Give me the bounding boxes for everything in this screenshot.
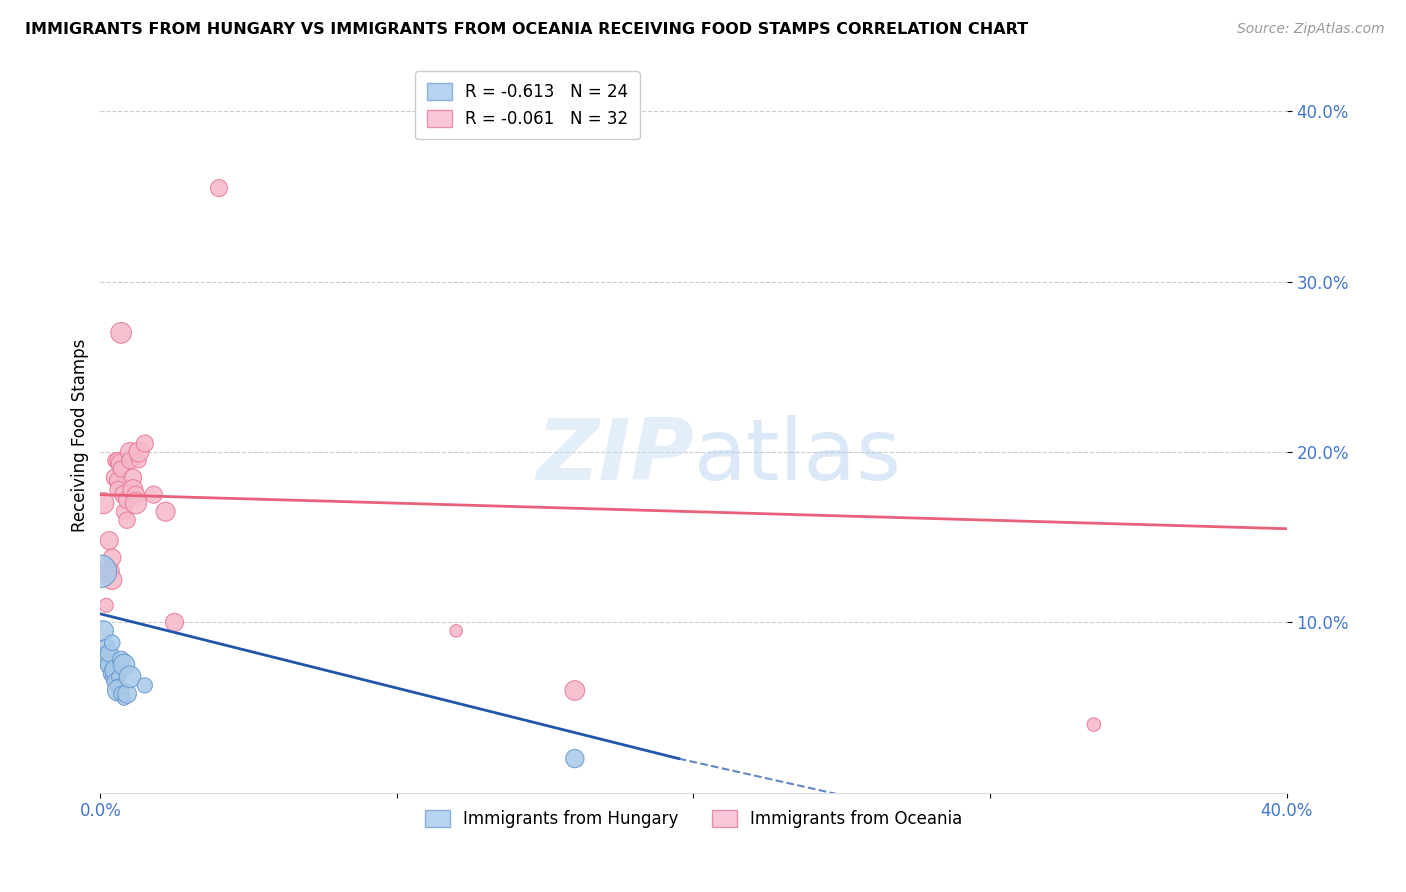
Point xyxy=(107,683,129,698)
Point xyxy=(104,663,127,677)
Point xyxy=(118,445,141,459)
Point xyxy=(107,483,129,497)
Point xyxy=(118,670,141,684)
Point xyxy=(101,661,124,675)
Point xyxy=(142,488,165,502)
Point xyxy=(110,462,132,476)
Point xyxy=(104,675,127,690)
Point xyxy=(564,683,586,698)
Point xyxy=(104,470,127,484)
Point xyxy=(134,436,156,450)
Text: Source: ZipAtlas.com: Source: ZipAtlas.com xyxy=(1237,22,1385,37)
Point xyxy=(107,680,129,694)
Point xyxy=(101,550,124,565)
Point xyxy=(564,751,586,765)
Point xyxy=(101,636,124,650)
Point xyxy=(118,453,141,467)
Point xyxy=(96,599,118,613)
Y-axis label: Receiving Food Stamps: Receiving Food Stamps xyxy=(72,338,89,532)
Point xyxy=(104,453,127,467)
Point xyxy=(128,445,150,459)
Point xyxy=(112,488,135,502)
Text: atlas: atlas xyxy=(693,415,901,498)
Point xyxy=(98,564,121,578)
Point xyxy=(91,624,114,638)
Point xyxy=(98,646,121,660)
Point xyxy=(115,492,138,507)
Point xyxy=(107,670,129,684)
Point xyxy=(89,564,111,578)
Point xyxy=(112,657,135,672)
Point xyxy=(101,666,124,681)
Point xyxy=(115,687,138,701)
Point xyxy=(98,653,121,667)
Point xyxy=(101,573,124,587)
Text: IMMIGRANTS FROM HUNGARY VS IMMIGRANTS FROM OCEANIA RECEIVING FOOD STAMPS CORRELA: IMMIGRANTS FROM HUNGARY VS IMMIGRANTS FR… xyxy=(25,22,1028,37)
Legend: Immigrants from Hungary, Immigrants from Oceania: Immigrants from Hungary, Immigrants from… xyxy=(418,803,969,834)
Point xyxy=(110,326,132,340)
Point xyxy=(107,453,129,467)
Point xyxy=(98,657,121,672)
Point xyxy=(110,457,132,471)
Point xyxy=(112,505,135,519)
Point xyxy=(125,496,148,510)
Text: ZIP: ZIP xyxy=(536,415,693,498)
Point xyxy=(122,470,145,484)
Point xyxy=(1083,717,1105,731)
Point xyxy=(96,640,118,655)
Point xyxy=(98,533,121,548)
Point xyxy=(125,488,148,502)
Point xyxy=(155,505,177,519)
Point xyxy=(134,678,156,692)
Point xyxy=(444,624,467,638)
Point xyxy=(104,670,127,684)
Point xyxy=(110,653,132,667)
Point xyxy=(112,692,135,706)
Point xyxy=(115,513,138,527)
Point xyxy=(107,474,129,488)
Point xyxy=(128,453,150,467)
Point xyxy=(91,496,114,510)
Point xyxy=(110,687,132,701)
Point xyxy=(122,483,145,497)
Point xyxy=(208,181,231,195)
Point xyxy=(96,649,118,664)
Point xyxy=(163,615,186,630)
